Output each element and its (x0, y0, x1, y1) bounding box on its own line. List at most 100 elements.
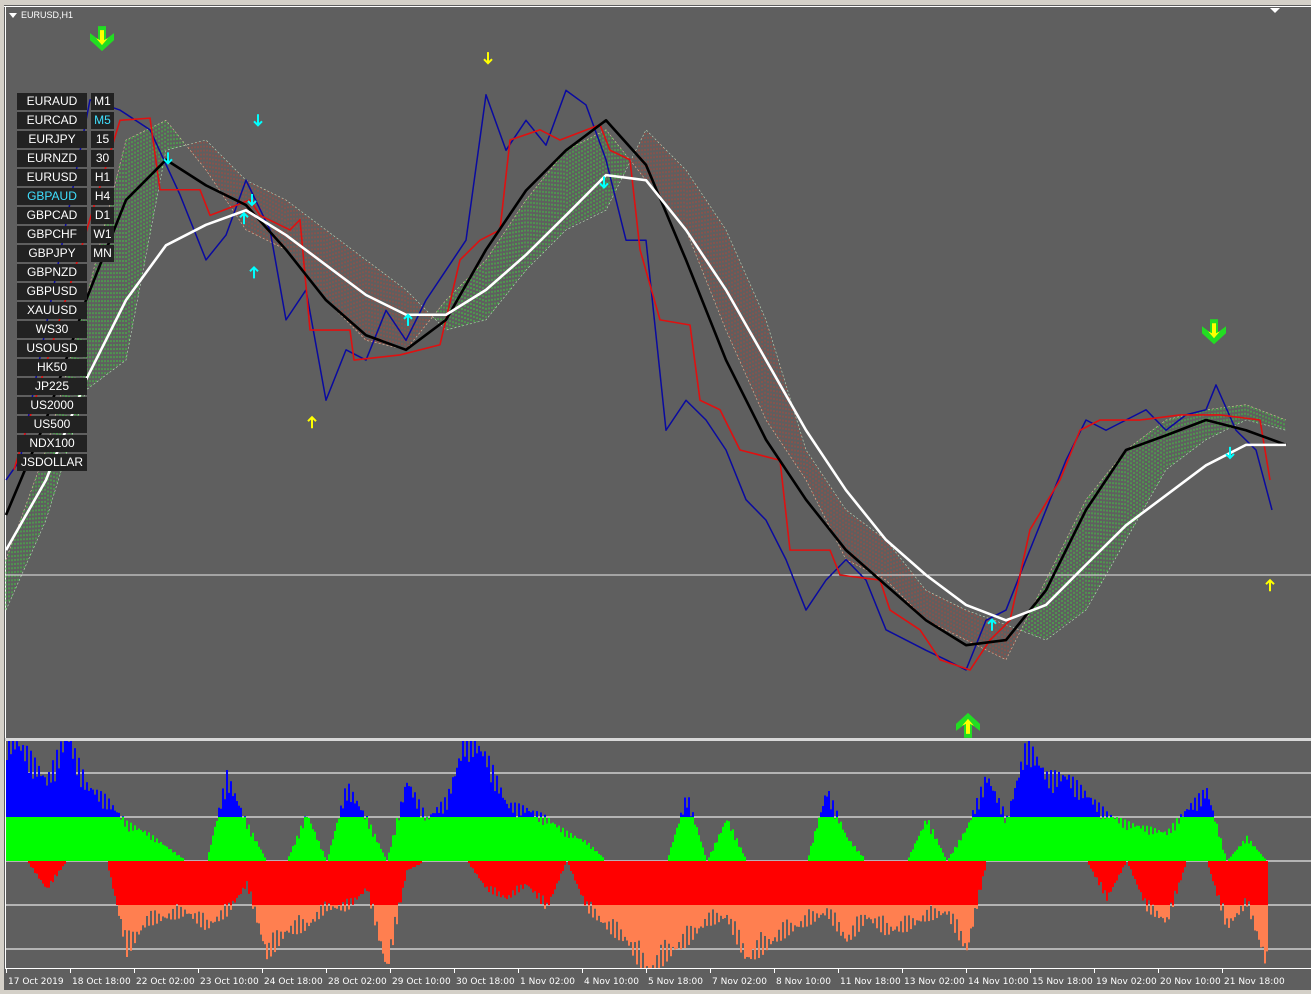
symbol-button-eurcad[interactable]: EURCAD (17, 112, 87, 129)
timeframe-button-30[interactable]: 30 (91, 150, 114, 167)
histogram-bar-bear (170, 861, 172, 905)
histogram-bar-bull (682, 817, 684, 861)
histogram-bar-bull (470, 817, 472, 861)
window-left-border (0, 0, 4, 994)
histogram-bar-bull (218, 817, 220, 861)
timeframe-button-h1[interactable]: H1 (91, 169, 114, 186)
signal-big-up-arrow-icon (956, 712, 980, 738)
histogram-bar-bear-strong (226, 905, 228, 917)
histogram-bar-bull (1260, 853, 1262, 861)
histogram-bar-bear (736, 861, 738, 905)
histogram-bar-bear (976, 861, 978, 905)
symbol-button-gbpusd[interactable]: GBPUSD (17, 283, 87, 300)
histogram-bar-bear-strong (1228, 905, 1230, 928)
symbol-button-us2000[interactable]: US2000 (17, 397, 87, 414)
histogram-bar-bull (394, 834, 396, 861)
histogram-bar-bull (248, 824, 250, 861)
symbol-button-xauusd[interactable]: XAUUSD (17, 302, 87, 319)
histogram-bar-bear (392, 861, 394, 905)
histogram-bar-bull (1122, 827, 1124, 861)
histogram-bar-bull (832, 817, 834, 861)
histogram-bar-bear (502, 861, 504, 896)
symbol-button-ws30[interactable]: WS30 (17, 321, 87, 338)
histogram-bar-bear (1112, 861, 1114, 888)
histogram-bar-bear-strong (804, 905, 806, 916)
histogram-bar-bear (270, 861, 272, 905)
histogram-bar-bull-strong (500, 787, 502, 817)
histogram-bar-bear-strong (272, 905, 274, 933)
symbol-button-gbpnzd[interactable]: GBPNZD (17, 264, 87, 281)
symbol-button-hk50[interactable]: HK50 (17, 359, 87, 376)
timeframe-button-15[interactable]: 15 (91, 131, 114, 148)
histogram-bar-bull-strong (112, 805, 114, 817)
histogram-bar-bull-strong (1196, 810, 1198, 817)
histogram-bar-bear-strong (712, 905, 714, 910)
timeframe-button-mn[interactable]: MN (91, 245, 114, 262)
symbol-button-gbpaud[interactable]: GBPAUD (17, 188, 87, 205)
histogram-bar-bear (612, 861, 614, 905)
histogram-bar-bull (1128, 821, 1130, 861)
timeframe-button-h4[interactable]: H4 (91, 188, 114, 205)
histogram-bar-bear (138, 861, 140, 905)
histogram-bar-bull (1212, 817, 1214, 861)
subwindow-separator[interactable] (5, 738, 1311, 741)
histogram-bar-bull-strong (1102, 806, 1104, 817)
histogram-bar-bull (158, 843, 160, 861)
symbol-button-gbpcad[interactable]: GBPCAD (17, 207, 87, 224)
histogram-bar-bull (1140, 828, 1142, 861)
histogram-bar-bear (588, 861, 590, 905)
histogram-bar-bear (760, 861, 762, 905)
histogram-bar-bear-strong (674, 905, 676, 950)
histogram-bar-bull (1262, 856, 1264, 861)
symbol-button-eurjpy[interactable]: EURJPY (17, 131, 87, 148)
x-tick-label: 13 Nov 02:00 (904, 977, 965, 987)
histogram-bar-bear-strong (348, 905, 350, 910)
histogram-bar-bear (740, 861, 742, 905)
histogram-bar-bull-strong (100, 791, 102, 817)
histogram-bar-bull (968, 822, 970, 861)
symbol-button-usousd[interactable]: USOUSD (17, 340, 87, 357)
histogram-bar-bear (688, 861, 690, 905)
histogram-bar-bear (872, 861, 874, 905)
timeframe-button-m1[interactable]: M1 (91, 93, 114, 110)
symbol-button-ndx100[interactable]: NDX100 (17, 435, 87, 452)
timeframe-button-d1[interactable]: D1 (91, 207, 114, 224)
histogram-bar-bear-strong (962, 905, 964, 947)
chart-menu-icon[interactable] (9, 13, 17, 18)
timeframe-button-m5[interactable]: M5 (91, 112, 114, 129)
histogram-bar-bear (188, 861, 190, 905)
histogram-bar-bull (308, 817, 310, 861)
histogram-bar-bear (646, 861, 648, 905)
scroll-shift-icon[interactable] (1270, 8, 1280, 13)
symbol-button-jp225[interactable]: JP225 (17, 378, 87, 395)
histogram-bar-bear (964, 861, 966, 905)
symbol-button-gbpchf[interactable]: GBPCHF (17, 226, 87, 243)
histogram-bar-bull-strong (692, 812, 694, 817)
timeframe-button-w1[interactable]: W1 (91, 226, 114, 243)
symbol-button-jsdollar[interactable]: JSDOLLAR (17, 454, 87, 471)
histogram-bar-bear-strong (746, 905, 748, 958)
histogram-bar-bear (362, 861, 364, 895)
histogram-bar-bear-strong (1260, 905, 1262, 948)
histogram-bar-bear (634, 861, 636, 905)
histogram-bar-bear (832, 861, 834, 905)
histogram-bar-bull (1174, 830, 1176, 861)
histogram-bar-bull (468, 817, 470, 861)
symbol-button-gbpjpy[interactable]: GBPJPY (17, 245, 87, 262)
symbol-button-eurnzd[interactable]: EURNZD (17, 150, 87, 167)
histogram-bar-bull-strong (106, 809, 108, 817)
histogram-bar-bear-strong (382, 905, 384, 954)
histogram-bar-bull (1116, 817, 1118, 861)
symbol-button-us500[interactable]: US500 (17, 416, 87, 433)
histogram-bar-bull-strong (1036, 756, 1038, 817)
histogram-bar-bull-strong (82, 769, 84, 817)
histogram-bar-bull-strong (978, 809, 980, 817)
histogram-bar-bear (1218, 861, 1220, 896)
histogram-bar-bull (58, 817, 60, 861)
histogram-bar-bull-strong (236, 801, 238, 817)
symbol-button-eurusd[interactable]: EURUSD (17, 169, 87, 186)
histogram-bar-bull (1032, 817, 1034, 861)
histogram-bar-bear (28, 861, 30, 864)
symbol-button-euraud[interactable]: EURAUD (17, 93, 87, 110)
